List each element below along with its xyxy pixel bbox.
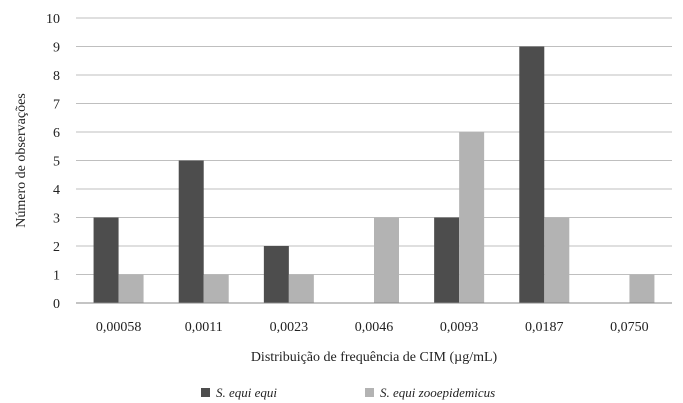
bars bbox=[93, 46, 655, 303]
x-tick-label: 0,0023 bbox=[270, 320, 309, 335]
y-tick-label: 5 bbox=[53, 155, 60, 170]
bar-s-equi-equi-2 bbox=[263, 246, 289, 303]
legend-label-s-equi-zooepidemicus: S. equi zooepidemicus bbox=[380, 385, 495, 400]
legend-swatch-s-equi-equi bbox=[201, 388, 210, 397]
bar-s-equi-equi-4 bbox=[434, 217, 460, 303]
y-axis-title: Número de observações bbox=[14, 93, 29, 228]
x-tick-label: 0,00058 bbox=[96, 320, 142, 335]
x-tick-label: 0,0011 bbox=[185, 320, 223, 335]
x-tick-label: 0,0046 bbox=[355, 320, 394, 335]
bar-s-equi-zooepidemicus-6 bbox=[629, 274, 655, 303]
bar-s-equi-zooepidemicus-2 bbox=[288, 274, 314, 303]
legend: S. equi equi S. equi zooepidemicus bbox=[201, 385, 495, 400]
y-tick-label: 0 bbox=[53, 297, 60, 312]
bar-s-equi-zooepidemicus-4 bbox=[459, 132, 485, 303]
bar-s-equi-equi-0 bbox=[93, 217, 119, 303]
bar-s-equi-zooepidemicus-3 bbox=[374, 217, 399, 303]
y-tick-label: 8 bbox=[53, 69, 60, 84]
legend-swatch-s-equi-zooepidemicus bbox=[365, 388, 374, 397]
y-tick-label: 2 bbox=[53, 240, 60, 255]
y-tick-label: 4 bbox=[53, 183, 60, 198]
bar-s-equi-equi-5 bbox=[519, 46, 545, 303]
y-tick-label: 10 bbox=[46, 12, 60, 27]
y-axis-ticks: 0 1 2 3 4 5 6 7 8 9 10 bbox=[46, 12, 60, 312]
x-tick-label: 0,0093 bbox=[440, 320, 479, 335]
x-axis-title: Distribuição de frequência de CIM (µg/mL… bbox=[251, 350, 498, 365]
y-tick-label: 6 bbox=[53, 126, 60, 141]
bar-s-equi-zooepidemicus-0 bbox=[118, 274, 144, 303]
x-tick-label: 0,0187 bbox=[525, 320, 564, 335]
y-tick-label: 7 bbox=[53, 98, 60, 113]
y-tick-label: 3 bbox=[53, 212, 60, 227]
y-tick-label: 9 bbox=[53, 41, 60, 56]
y-tick-label: 1 bbox=[53, 269, 60, 284]
bar-s-equi-zooepidemicus-5 bbox=[544, 217, 570, 303]
x-axis-ticks: 0,00058 0,0011 0,0023 0,0046 0,0093 0,0187 0,0… bbox=[96, 320, 649, 335]
legend-label-s-equi-equi: S. equi equi bbox=[216, 385, 277, 400]
bar-s-equi-zooepidemicus-1 bbox=[203, 274, 229, 303]
bar-s-equi-equi-1 bbox=[178, 160, 204, 303]
gridlines bbox=[76, 17, 672, 275]
x-tick-label: 0,0750 bbox=[610, 320, 649, 335]
